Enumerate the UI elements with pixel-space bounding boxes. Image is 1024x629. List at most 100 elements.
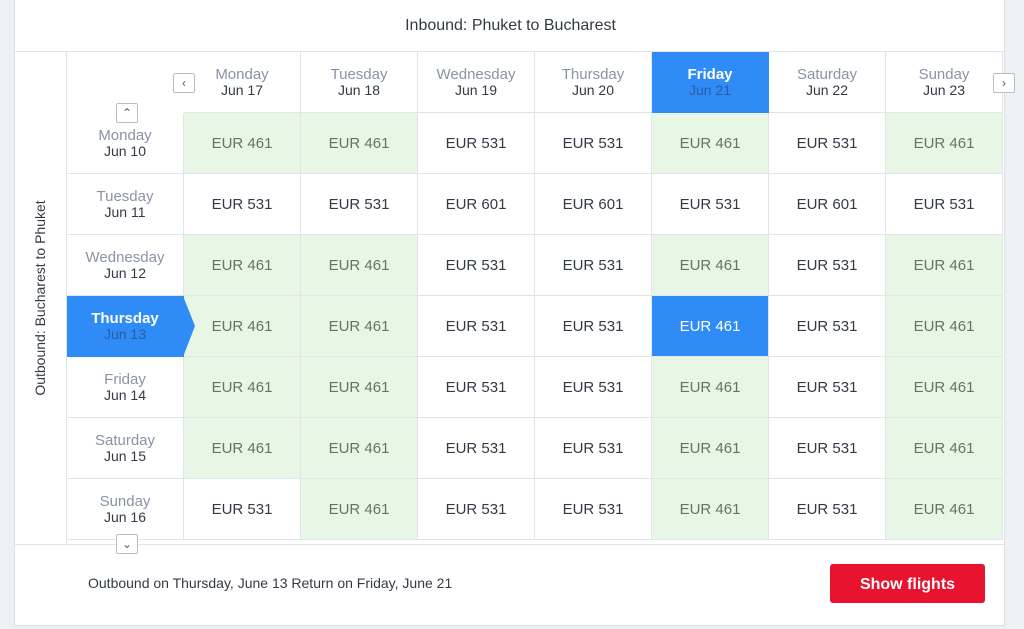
price-cell[interactable]: EUR 531 <box>769 296 886 357</box>
price-cell[interactable]: EUR 461 <box>652 357 769 418</box>
price-cell[interactable]: EUR 531 <box>769 357 886 418</box>
outbound-day-label: Sunday <box>99 493 151 510</box>
inbound-route-title: Inbound: Phuket to Bucharest <box>15 0 1006 52</box>
outbound-day-label: Thursday <box>91 310 159 327</box>
outbound-date-label: Jun 13 <box>103 326 147 342</box>
selection-summary: Outbound on Thursday, June 13 Return on … <box>88 575 453 591</box>
price-cell[interactable]: EUR 531 <box>652 174 769 235</box>
inbound-date-label: Jun 22 <box>805 82 849 98</box>
inbound-date-tuesday[interactable]: Tuesday Jun 18 <box>301 52 418 113</box>
price-cell[interactable]: EUR 461 <box>652 113 769 174</box>
price-cell[interactable]: EUR 461 <box>184 296 301 357</box>
outbound-date-friday[interactable]: Friday Jun 14 <box>67 357 184 418</box>
price-cell[interactable]: EUR 531 <box>535 296 652 357</box>
price-cell[interactable]: EUR 601 <box>769 174 886 235</box>
inbound-day-label: Sunday <box>918 66 970 83</box>
price-cell[interactable]: EUR 531 <box>184 479 301 540</box>
outbound-date-thursday[interactable]: Thursday Jun 13 <box>67 296 195 357</box>
price-cell[interactable]: EUR 531 <box>301 174 418 235</box>
price-cell[interactable]: EUR 461 <box>184 418 301 479</box>
price-cell[interactable]: EUR 531 <box>418 296 535 357</box>
prev-week-button[interactable]: ‹ <box>173 73 195 93</box>
price-cell[interactable]: EUR 601 <box>535 174 652 235</box>
price-cell[interactable]: EUR 461 <box>652 479 769 540</box>
price-cell[interactable]: EUR 531 <box>769 113 886 174</box>
price-cell[interactable]: EUR 461 <box>886 113 1003 174</box>
price-cell[interactable]: EUR 461 <box>184 357 301 418</box>
chevron-down-icon: ⌄ <box>121 537 133 551</box>
outbound-day-label: Monday <box>98 127 152 144</box>
inbound-date-label: Jun 17 <box>220 82 264 98</box>
price-cell[interactable]: EUR 531 <box>535 479 652 540</box>
show-flights-button[interactable]: Show flights <box>830 564 985 603</box>
price-cell[interactable]: EUR 531 <box>418 479 535 540</box>
price-cell[interactable]: EUR 531 <box>535 113 652 174</box>
price-cell[interactable]: EUR 531 <box>535 357 652 418</box>
outbound-date-tuesday[interactable]: Tuesday Jun 11 <box>67 174 184 235</box>
price-cell[interactable]: EUR 461 <box>652 296 769 357</box>
chevron-up-icon: ⌃ <box>121 106 133 120</box>
outbound-date-label: Jun 15 <box>103 448 147 464</box>
inbound-date-sunday[interactable]: Sunday Jun 23 <box>886 52 1003 113</box>
outbound-route-label-container: Outbound: Bucharest to Phuket <box>14 52 67 544</box>
price-cell[interactable]: EUR 531 <box>535 418 652 479</box>
price-cell[interactable]: EUR 531 <box>418 357 535 418</box>
inbound-date-friday[interactable]: Friday Jun 21 <box>652 52 769 113</box>
price-grid: Monday Jun 17 Tuesday Jun 18 Wednesday Jun 19… <box>67 52 1005 544</box>
chevron-right-icon: › <box>1002 76 1006 90</box>
next-outbound-week-button[interactable]: ⌄ <box>116 534 138 554</box>
inbound-day-label: Tuesday <box>330 66 388 83</box>
outbound-day-label: Tuesday <box>96 188 154 205</box>
inbound-date-thursday[interactable]: Thursday Jun 20 <box>535 52 652 113</box>
inbound-day-label: Friday <box>687 66 733 83</box>
price-cell[interactable]: EUR 531 <box>769 235 886 296</box>
price-cell[interactable]: EUR 461 <box>301 296 418 357</box>
outbound-date-label: Jun 12 <box>103 265 147 281</box>
price-cell[interactable]: EUR 461 <box>301 418 418 479</box>
outbound-day-label: Wednesday <box>85 249 165 266</box>
price-cell[interactable]: EUR 461 <box>301 479 418 540</box>
price-cell[interactable]: EUR 531 <box>886 174 1003 235</box>
outbound-date-saturday[interactable]: Saturday Jun 15 <box>67 418 184 479</box>
outbound-date-label: Jun 14 <box>103 387 147 403</box>
price-cell[interactable]: EUR 531 <box>769 479 886 540</box>
chevron-left-icon: ‹ <box>182 76 186 90</box>
outbound-day-label: Saturday <box>94 432 156 449</box>
inbound-day-label: Saturday <box>796 66 858 83</box>
next-week-button[interactable]: › <box>993 73 1015 93</box>
price-cell[interactable]: EUR 461 <box>652 235 769 296</box>
price-cell[interactable]: EUR 531 <box>418 113 535 174</box>
price-cell[interactable]: EUR 461 <box>886 296 1003 357</box>
price-cell[interactable]: EUR 461 <box>652 418 769 479</box>
inbound-date-saturday[interactable]: Saturday Jun 22 <box>769 52 886 113</box>
price-cell[interactable]: EUR 531 <box>418 235 535 296</box>
inbound-date-label: Jun 21 <box>688 82 732 98</box>
price-cell[interactable]: EUR 461 <box>301 113 418 174</box>
price-cell[interactable]: EUR 531 <box>535 235 652 296</box>
outbound-date-monday[interactable]: Monday Jun 10 <box>67 113 184 174</box>
inbound-day-label: Thursday <box>561 66 625 83</box>
price-cell[interactable]: EUR 531 <box>769 418 886 479</box>
price-cell[interactable]: EUR 601 <box>418 174 535 235</box>
price-cell[interactable]: EUR 461 <box>886 357 1003 418</box>
price-cell[interactable]: EUR 531 <box>184 174 301 235</box>
grid-corner <box>67 52 184 113</box>
price-cell[interactable]: EUR 461 <box>301 357 418 418</box>
outbound-route-title: Outbound: Bucharest to Phuket <box>32 200 48 396</box>
price-cell[interactable]: EUR 461 <box>301 235 418 296</box>
outbound-date-sunday[interactable]: Sunday Jun 16 <box>67 479 184 540</box>
inbound-date-label: Jun 20 <box>571 82 615 98</box>
price-cell[interactable]: EUR 461 <box>886 418 1003 479</box>
price-cell[interactable]: EUR 461 <box>184 113 301 174</box>
prev-outbound-week-button[interactable]: ⌃ <box>116 103 138 123</box>
outbound-date-label: Jun 16 <box>103 509 147 525</box>
outbound-day-label: Friday <box>104 371 146 388</box>
outbound-date-wednesday[interactable]: Wednesday Jun 12 <box>67 235 184 296</box>
price-cell[interactable]: EUR 461 <box>886 479 1003 540</box>
price-cell[interactable]: EUR 461 <box>886 235 1003 296</box>
inbound-date-wednesday[interactable]: Wednesday Jun 19 <box>418 52 535 113</box>
inbound-day-label: Wednesday <box>436 66 516 83</box>
price-cell[interactable]: EUR 461 <box>184 235 301 296</box>
inbound-date-monday[interactable]: Monday Jun 17 <box>184 52 301 113</box>
price-cell[interactable]: EUR 531 <box>418 418 535 479</box>
